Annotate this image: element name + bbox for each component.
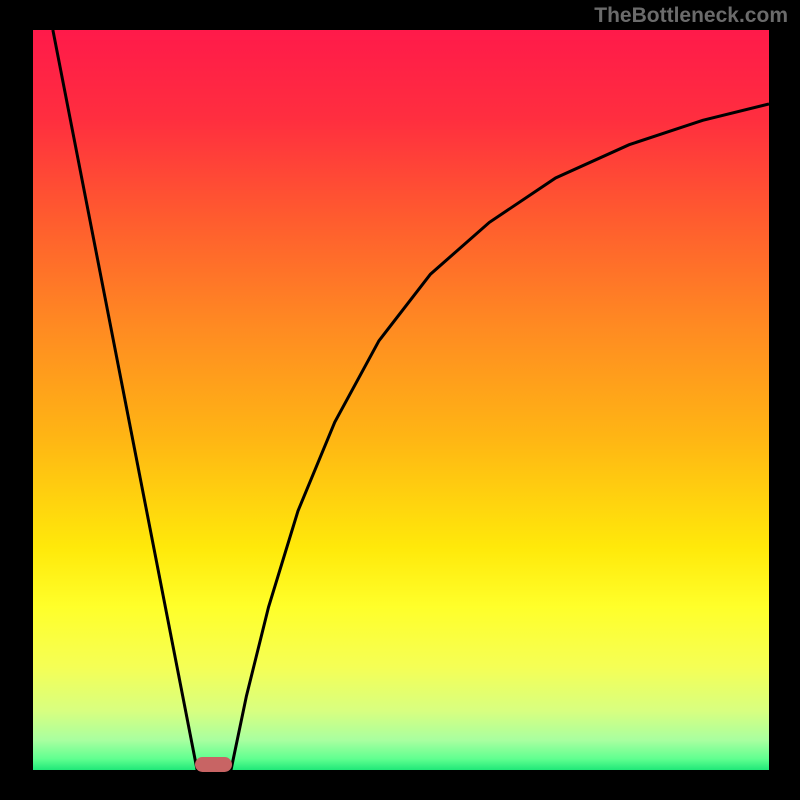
plot-area xyxy=(33,30,769,770)
watermark-text: TheBottleneck.com xyxy=(594,4,788,28)
minimum-marker xyxy=(195,757,232,772)
chart-container: TheBottleneck.com xyxy=(0,0,800,800)
curve-right-segment xyxy=(231,104,769,770)
curve-overlay xyxy=(33,30,769,770)
curve-left-segment xyxy=(53,30,197,770)
